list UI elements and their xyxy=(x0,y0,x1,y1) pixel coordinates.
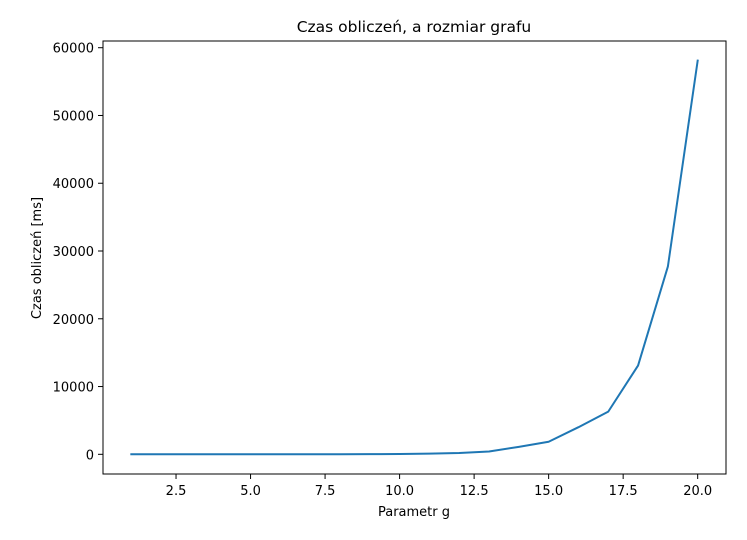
x-tick-label: 12.5 xyxy=(460,484,489,499)
x-tick-label: 15.0 xyxy=(534,484,563,499)
y-tick-label: 30000 xyxy=(53,245,94,260)
series-line xyxy=(130,59,699,456)
y-tick-label: 40000 xyxy=(53,177,94,192)
series-layer xyxy=(130,59,699,456)
y-tick-label: 10000 xyxy=(53,381,94,396)
y-axis-label: Czas obliczeń [ms] xyxy=(30,197,45,319)
y-axis-ticks: 0 10000 20000 30000 40000 50000 60000 xyxy=(53,42,103,463)
x-axis-label: Parametr g xyxy=(378,505,450,520)
x-axis-ticks: 2.5 5.0 7.5 10.0 12.5 15.0 17.5 20.0 xyxy=(166,474,712,499)
x-tick-label: 17.5 xyxy=(609,484,638,499)
y-tick-label: 50000 xyxy=(53,109,94,124)
x-tick-label: 20.0 xyxy=(683,484,712,499)
x-tick-label: 2.5 xyxy=(166,484,187,499)
x-tick-label: 10.0 xyxy=(385,484,414,499)
plot-area-frame xyxy=(102,40,727,475)
chart-title: Czas obliczeń, a rozmiar grafu xyxy=(297,18,532,36)
y-tick-label: 0 xyxy=(86,448,94,463)
x-tick-label: 7.5 xyxy=(315,484,336,499)
y-tick-label: 20000 xyxy=(53,313,94,328)
x-tick-label: 5.0 xyxy=(240,484,261,499)
y-tick-label: 60000 xyxy=(53,42,94,57)
